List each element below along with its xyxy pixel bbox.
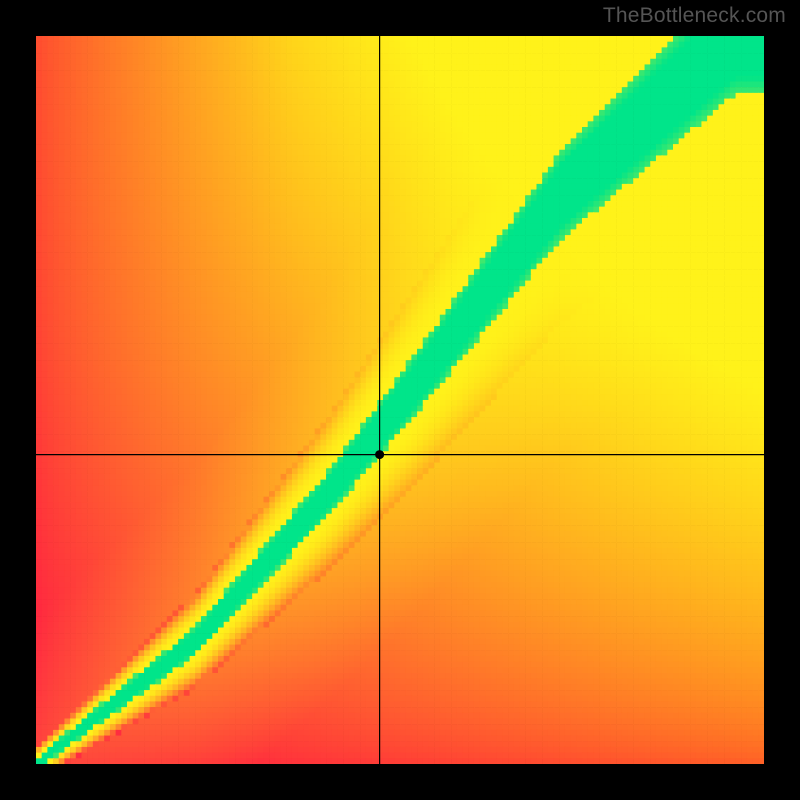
heatmap-canvas: [36, 36, 764, 764]
watermark-text: TheBottleneck.com: [603, 4, 786, 28]
plot-area: [36, 36, 764, 764]
chart-container: TheBottleneck.com: [0, 0, 800, 800]
